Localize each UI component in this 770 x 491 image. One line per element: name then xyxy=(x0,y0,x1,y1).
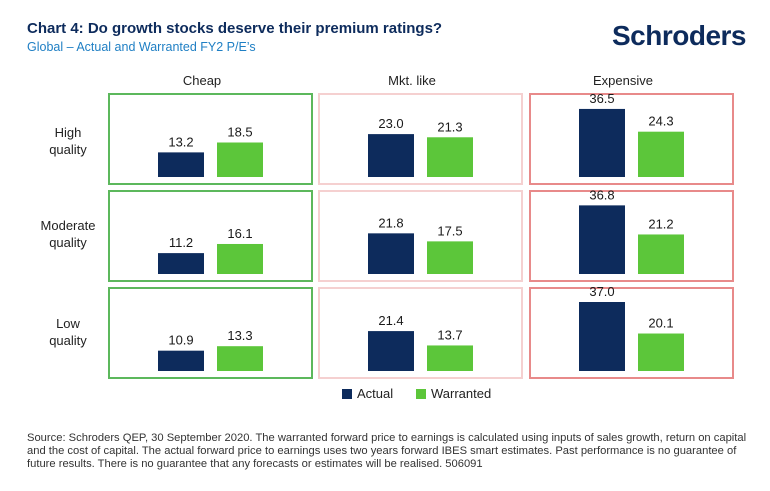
data-label-actual-high-expensive: 36.5 xyxy=(589,91,614,106)
bar-warranted-low-cheap xyxy=(217,346,263,371)
data-label-actual-moderate-expensive: 36.8 xyxy=(589,187,614,202)
data-label-actual-low-mkt-like: 21.4 xyxy=(378,313,403,328)
column-header-expensive: Expensive xyxy=(593,73,653,88)
bar-actual-low-expensive xyxy=(579,302,625,371)
data-label-actual-high-mkt-like: 23.0 xyxy=(378,116,403,131)
legend-swatch-warranted xyxy=(416,389,426,399)
row-header-moderate: Moderate quality xyxy=(40,218,96,250)
data-label-actual-moderate-mkt-like: 21.8 xyxy=(378,215,403,230)
column-header-cheap: Cheap xyxy=(182,73,222,88)
bar-actual-high-mkt-like xyxy=(368,134,414,177)
row-header-low: Low quality xyxy=(49,316,87,348)
data-label-warranted-low-mkt-like: 13.7 xyxy=(437,327,462,342)
panel-low-mkt-like xyxy=(318,287,523,379)
legend-label-actual: Actual xyxy=(357,386,394,401)
source-footnote: Source: Schroders QEP, 30 September 2020… xyxy=(27,432,747,470)
bar-warranted-low-expensive xyxy=(638,333,684,371)
bar-actual-low-cheap xyxy=(158,350,204,371)
bar-warranted-high-expensive xyxy=(638,131,684,177)
data-label-warranted-high-cheap: 18.5 xyxy=(227,125,252,140)
bar-warranted-moderate-expensive xyxy=(638,234,684,274)
data-label-warranted-low-cheap: 13.3 xyxy=(227,328,252,343)
bar-warranted-moderate-cheap xyxy=(217,243,263,274)
data-label-actual-moderate-cheap: 11.2 xyxy=(169,235,193,250)
bar-actual-high-cheap xyxy=(158,152,204,177)
bar-warranted-moderate-mkt-like xyxy=(427,241,473,274)
panel-low-cheap xyxy=(108,287,313,379)
data-label-warranted-moderate-mkt-like: 17.5 xyxy=(437,223,462,238)
data-label-actual-high-cheap: 13.2 xyxy=(168,134,193,149)
data-label-actual-low-cheap: 10.9 xyxy=(168,333,193,348)
bar-actual-high-expensive xyxy=(579,108,625,177)
panel-low-expensive xyxy=(529,287,734,379)
panel-high-cheap xyxy=(108,93,313,185)
bar-warranted-high-cheap xyxy=(217,142,263,177)
bar-actual-moderate-expensive xyxy=(579,205,625,274)
column-header-mkt-like: Mkt. like xyxy=(388,73,436,88)
bar-actual-low-mkt-like xyxy=(368,331,414,371)
legend-label-warranted: Warranted xyxy=(431,386,492,401)
panel-high-mkt-like xyxy=(318,93,523,185)
chart-title: Chart 4: Do growth stocks deserve their … xyxy=(27,20,443,37)
data-label-actual-low-expensive: 37.0 xyxy=(589,284,614,299)
legend-swatch-actual xyxy=(342,389,352,399)
bar-warranted-high-mkt-like xyxy=(427,137,473,177)
row-header-high: High quality xyxy=(49,125,87,157)
bar-actual-moderate-mkt-like xyxy=(368,233,414,274)
panel-moderate-mkt-like xyxy=(318,190,523,282)
data-label-warranted-moderate-cheap: 16.1 xyxy=(227,226,252,241)
data-label-warranted-high-mkt-like: 21.3 xyxy=(437,119,462,134)
data-label-warranted-moderate-expensive: 21.2 xyxy=(648,216,673,231)
schroders-logo: Schroders xyxy=(612,20,747,51)
panel-moderate-cheap xyxy=(108,190,313,282)
data-label-warranted-high-expensive: 24.3 xyxy=(648,114,673,129)
bar-warranted-low-mkt-like xyxy=(427,345,473,371)
data-label-warranted-low-expensive: 20.1 xyxy=(648,316,673,331)
panel-high-expensive xyxy=(529,93,734,185)
bar-actual-moderate-cheap xyxy=(158,253,204,274)
chart-subtitle: Global – Actual and Warranted FY2 P/E’s xyxy=(27,40,256,54)
panel-moderate-expensive xyxy=(529,190,734,282)
